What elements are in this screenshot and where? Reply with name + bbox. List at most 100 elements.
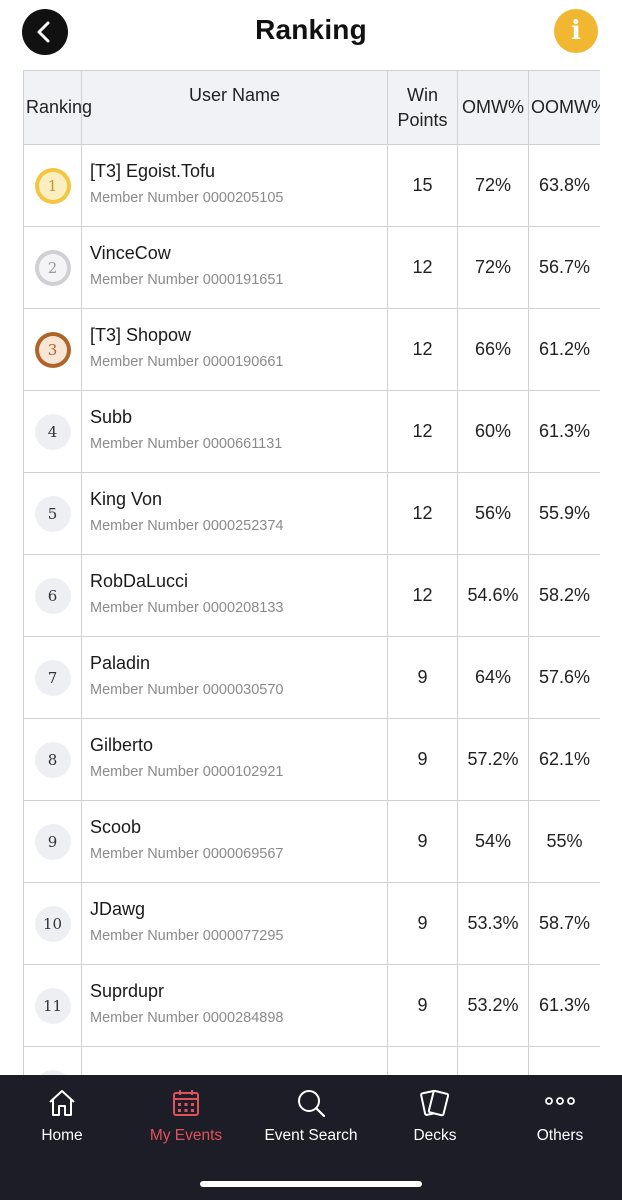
member-number: Member Number 0000208133 <box>90 599 284 616</box>
user-name: RobDaLucci <box>90 570 189 591</box>
win-points-cell: 9 <box>387 718 458 801</box>
table-row: 1 [T3] Egoist.Tofu Member Number 000020510… <box>23 144 600 227</box>
user-name: Benny <box>90 1072 387 1076</box>
calendar-icon <box>173 1090 199 1116</box>
table-row: 2 VinceCow Member Number 0000191651 12 72% 56… <box>23 226 600 309</box>
omw-cell <box>457 1046 529 1075</box>
user-name: VinceCow <box>90 242 171 263</box>
oomw-cell: 58.2% <box>528 554 600 637</box>
ranking-table: Ranking User Name Win Points OMW% OOMW% … <box>23 70 600 1075</box>
rank-number: 9 <box>47 832 58 851</box>
oomw-cell: 55.9% <box>528 472 600 555</box>
omw-cell: 66% <box>457 308 529 391</box>
member-number: Member Number 0000030570 <box>90 681 284 698</box>
rank-number: 2 <box>38 253 67 282</box>
info-button[interactable]: i <box>554 9 598 53</box>
tab-label-my-events: My Events <box>149 1127 223 1144</box>
user-name: [T3] Egoist.Tofu <box>90 160 216 181</box>
user-cell: RobDaLucci Member Number 0000208133 <box>81 554 388 637</box>
table-row: 3 [T3] Shopow Member Number 0000190661 12 66… <box>23 308 600 391</box>
member-number: Member Number 0000190661 <box>90 353 284 370</box>
table-row: 5 King Von Member Number 0000252374 12 56% 55… <box>23 472 600 555</box>
member-number: Member Number 0000191651 <box>90 271 284 288</box>
win-points-cell: 15 <box>387 144 458 227</box>
rank-cell: 8 <box>23 718 82 801</box>
rank-cell: 9 <box>23 800 82 883</box>
user-name: [T3] Shopow <box>90 324 192 345</box>
rank-number: 7 <box>47 668 58 687</box>
rank-badge: 9 <box>34 823 71 860</box>
tab-home[interactable]: Home <box>0 1087 124 1145</box>
tab-event-search[interactable]: Event Search <box>249 1087 373 1145</box>
home-icon <box>49 1090 75 1116</box>
user-name: Paladin <box>90 652 151 673</box>
back-button[interactable] <box>22 9 68 55</box>
rank-cell: 3 <box>23 308 82 391</box>
win-points-cell: 9 <box>387 636 458 719</box>
medal-badge: 1 <box>34 167 71 204</box>
user-cell: JDawg Member Number 0000077295 <box>81 882 388 965</box>
win-points-cell: 12 <box>387 226 458 309</box>
rank-number: 1 <box>38 171 67 200</box>
user-cell: [T3] Shopow Member Number 0000190661 <box>81 308 388 391</box>
win-points-cell: 12 <box>387 390 458 473</box>
omw-cell: 64% <box>457 636 529 719</box>
member-number: Member Number 0000205105 <box>90 189 284 206</box>
table-row: 9 Scoob Member Number 0000069567 9 54% 55% <box>23 800 600 883</box>
win-points-cell: 9 <box>387 800 458 883</box>
tab-label-event-search: Event Search <box>264 1127 358 1144</box>
rank-badge <box>34 1069 71 1075</box>
ranking-table-container[interactable]: Ranking User Name Win Points OMW% OOMW% … <box>23 70 600 1075</box>
omw-cell: 60% <box>457 390 529 473</box>
user-cell: Subb Member Number 0000661131 <box>81 390 388 473</box>
member-number: Member Number 0000077295 <box>90 927 284 944</box>
member-number: Member Number 0000661131 <box>90 435 283 452</box>
header-omw: OMW% <box>457 70 529 145</box>
rank-number: 5 <box>47 504 58 523</box>
tab-decks[interactable]: Decks <box>373 1087 497 1145</box>
table-row: 4 Subb Member Number 0000661131 12 60% 61.3% <box>23 390 600 473</box>
member-number: Member Number 0000102921 <box>90 763 284 780</box>
rank-cell: 7 <box>23 636 82 719</box>
win-points-cell: 12 <box>387 554 458 637</box>
rank-number: 10 <box>42 914 63 933</box>
user-cell: Suprdupr Member Number 0000284898 <box>81 964 388 1047</box>
table-row: 6 RobDaLucci Member Number 0000208133 12 54.… <box>23 554 600 637</box>
table-row: Benny <box>23 1046 600 1076</box>
tab-others[interactable]: Others <box>498 1087 622 1145</box>
medal-badge: 2 <box>34 249 71 286</box>
rank-badge: 6 <box>34 577 71 614</box>
user-name: JDawg <box>90 898 146 919</box>
rank-badge: 5 <box>34 495 71 532</box>
oomw-cell <box>528 1046 600 1075</box>
user-cell: Gilberto Member Number 0000102921 <box>81 718 388 801</box>
medal-badge: 3 <box>34 331 71 368</box>
oomw-cell: 61.2% <box>528 308 600 391</box>
header-win-points: Win Points <box>387 70 458 145</box>
table-row: 11 Suprdupr Member Number 0000284898 9 53.2%… <box>23 964 600 1047</box>
member-number: Member Number 0000252374 <box>90 517 284 534</box>
omw-cell: 53.3% <box>457 882 529 965</box>
header-user-name: User Name <box>81 70 388 145</box>
oomw-cell: 62.1% <box>528 718 600 801</box>
rank-cell: 4 <box>23 390 82 473</box>
win-points-cell: 12 <box>387 472 458 555</box>
member-number: Member Number 0000069567 <box>90 845 284 862</box>
rank-number: 3 <box>38 335 67 364</box>
tab-my-events[interactable]: My Events <box>124 1087 248 1145</box>
oomw-cell: 55% <box>528 800 600 883</box>
omw-cell: 53.2% <box>457 964 529 1047</box>
rank-number: 6 <box>47 586 58 605</box>
oomw-cell: 63.8% <box>528 144 600 227</box>
tab-label-others: Others <box>536 1127 584 1144</box>
rank-cell: 11 <box>23 964 82 1047</box>
rank-number: 4 <box>47 422 58 441</box>
header: Ranking i <box>0 0 622 66</box>
omw-cell: 57.2% <box>457 718 529 801</box>
rank-cell: 1 <box>23 144 82 227</box>
win-points-cell <box>387 1046 458 1075</box>
search-icon <box>298 1090 326 1118</box>
omw-cell: 72% <box>457 226 529 309</box>
table-row: 10 JDawg Member Number 0000077295 9 53.3% 58.… <box>23 882 600 965</box>
rank-cell: 5 <box>23 472 82 555</box>
